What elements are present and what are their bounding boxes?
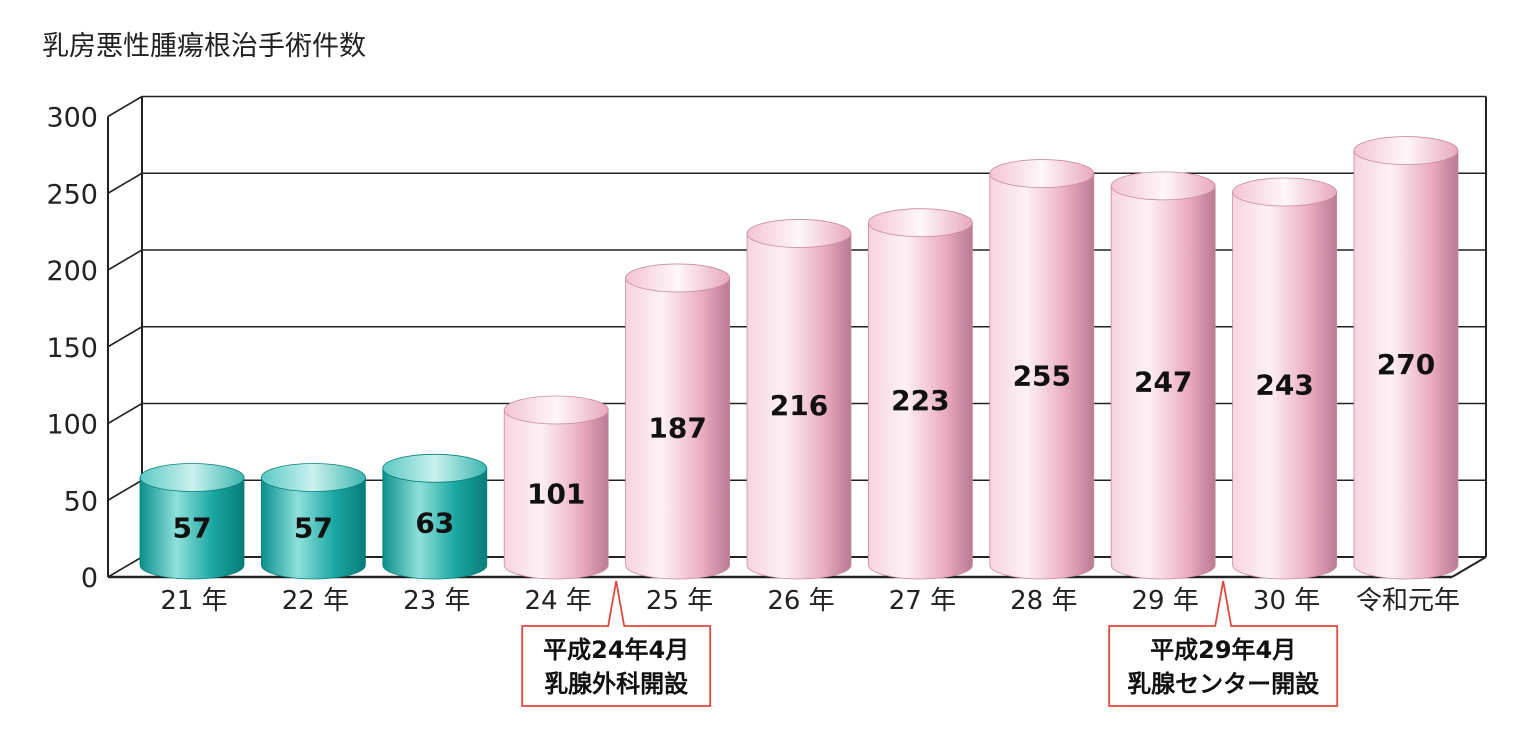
x-tick-label: 24 年 <box>525 586 592 616</box>
y-tick-label: 250 <box>46 179 98 210</box>
bar-value-label: 187 <box>648 411 706 444</box>
y-tick-label: 150 <box>46 333 98 364</box>
bar-top <box>260 463 366 492</box>
bar: 255 <box>989 159 1095 580</box>
annotation-box <box>521 580 712 707</box>
bar-body <box>625 277 730 580</box>
chart-title: 乳房悪性腫瘍根治手術件数 <box>42 31 366 62</box>
bar: 101 <box>503 395 609 580</box>
grid-diagonal <box>107 95 143 118</box>
bar-value-label: 57 <box>173 511 212 544</box>
bar-top <box>1110 171 1216 201</box>
bar-value-label: 57 <box>294 511 333 544</box>
bar-body <box>746 233 852 580</box>
bars: 57 57 63 101 187 216 223 255 247 243 270 <box>139 136 1459 580</box>
bar: 63 <box>382 453 488 580</box>
annotation-line1: 平成29年4月 <box>1150 636 1296 664</box>
bar: 243 <box>1232 177 1337 580</box>
bar-body <box>989 173 1095 580</box>
bar-body <box>1110 185 1216 580</box>
bar-value-label: 63 <box>415 507 454 540</box>
x-tick-label: 令和元年 <box>1356 586 1460 616</box>
bar-top <box>1353 136 1459 165</box>
bar-value-label: 223 <box>891 384 949 417</box>
bar-top <box>1232 177 1337 207</box>
x-tick-label: 22 年 <box>282 586 349 616</box>
x-tick-label: 27 年 <box>889 586 956 616</box>
bar-body <box>1353 150 1459 580</box>
annotation-line1: 平成24年4月 <box>543 636 689 664</box>
bar: 57 <box>260 463 366 580</box>
x-tick-label: 23 年 <box>403 586 470 616</box>
bar-top <box>139 463 245 492</box>
annotation-line2: 乳腺センター開設 <box>1127 670 1320 698</box>
bar-body <box>1232 191 1337 580</box>
grid-diagonal <box>107 326 143 348</box>
grid-diagonal <box>107 172 143 194</box>
x-tick-label: 21 年 <box>160 586 227 616</box>
grid-diagonal <box>107 249 143 271</box>
x-axis-ticks: 21 年 22 年 23 年 24 年 25 年 26 年 27 年 28 年 29 年 30 年… <box>160 586 1460 616</box>
bar-body <box>503 409 609 580</box>
y-tick-label: 100 <box>46 410 98 441</box>
x-tick-label: 28 年 <box>1010 586 1077 616</box>
y-tick-label: 50 <box>64 486 98 517</box>
annotation-line2: 乳腺外科開設 <box>544 670 689 698</box>
floor-right-edge <box>1451 556 1487 578</box>
grid-diagonal <box>107 556 143 578</box>
annotation-box <box>1108 580 1339 707</box>
bar-top <box>989 159 1095 188</box>
bar-body <box>382 467 488 580</box>
x-tick-label: 26 年 <box>767 586 834 616</box>
bar-top <box>382 453 488 483</box>
y-tick-label: 200 <box>46 256 98 287</box>
bar: 270 <box>1353 136 1459 580</box>
bar: 187 <box>625 263 730 580</box>
grid-diagonal <box>107 402 143 425</box>
bar-body <box>139 477 245 580</box>
bar-value-label: 243 <box>1255 368 1313 401</box>
x-tick-label: 29 年 <box>1132 586 1199 616</box>
y-tick-label: 300 <box>46 103 98 134</box>
bar-body <box>261 477 366 580</box>
bar-top <box>746 219 852 248</box>
bar-value-label: 216 <box>770 389 828 422</box>
bar-top <box>868 208 973 238</box>
bar-value-label: 270 <box>1377 348 1435 381</box>
x-tick-label: 25 年 <box>646 586 713 616</box>
bar-top <box>625 263 730 293</box>
bar-body <box>868 222 973 580</box>
bar: 216 <box>746 219 852 580</box>
bar: 247 <box>1110 171 1216 580</box>
bar-value-label: 247 <box>1134 365 1192 398</box>
x-tick-label: 30 年 <box>1253 586 1320 616</box>
bar-value-label: 255 <box>1013 359 1071 392</box>
bar-value-label: 101 <box>527 477 585 510</box>
grid-diagonal <box>107 479 143 501</box>
bar: 223 <box>868 208 973 580</box>
bar-top <box>503 395 609 425</box>
bar: 57 <box>139 463 245 580</box>
y-tick-label: 0 <box>81 563 98 594</box>
y-axis-ticks: 0 50 100 150 200 250 300 <box>46 103 98 595</box>
